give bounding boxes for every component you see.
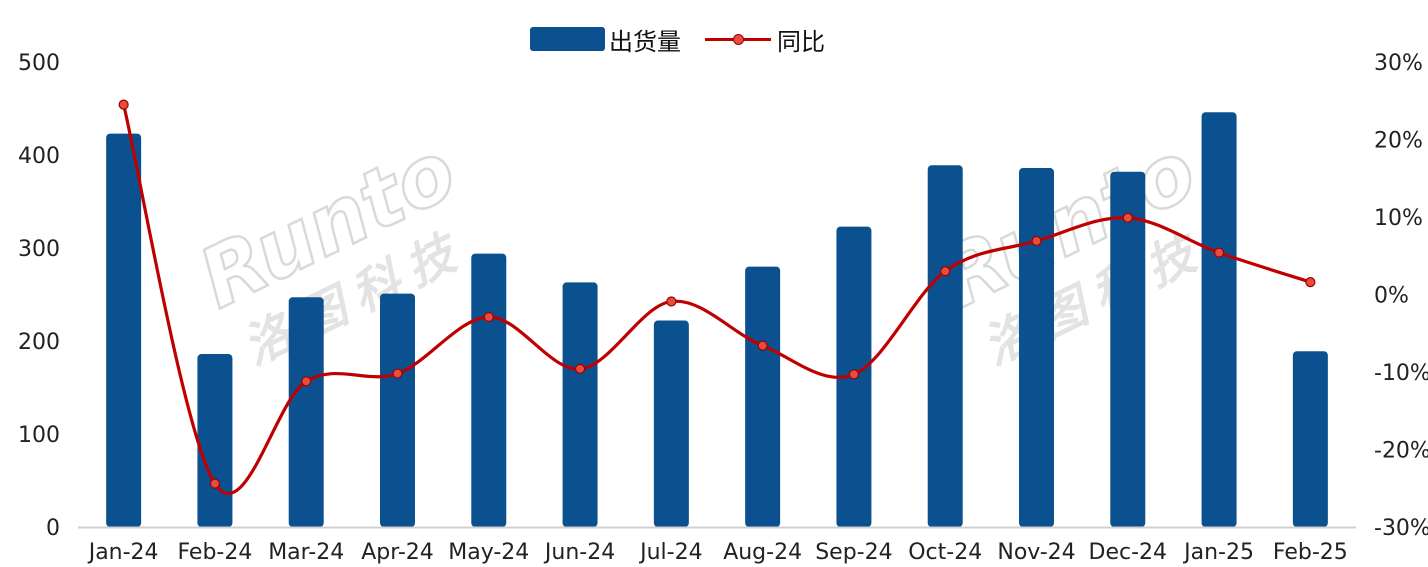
bar (380, 293, 415, 527)
line-point (574, 363, 586, 374)
line-point (392, 368, 403, 379)
bar (927, 165, 963, 528)
x-axis-tick-label: Jul-24 (638, 540, 702, 565)
x-axis-tick-label: Jan-25 (1182, 540, 1254, 565)
left-axis-tick-label: 0 (46, 516, 60, 541)
line-point (1305, 277, 1316, 288)
bar (197, 354, 233, 527)
bar (288, 297, 324, 527)
line-series (118, 99, 1316, 495)
legend-item-line: 同比 (681, 22, 825, 57)
right-axis-tick-label: 0% (1374, 284, 1409, 309)
bar (1201, 112, 1237, 527)
x-axis-tick-label: Dec-24 (1089, 540, 1168, 565)
right-axis-tick-label: -10% (1374, 361, 1428, 386)
x-axis-tick-label: Jan-24 (87, 540, 159, 565)
bar (1292, 351, 1328, 527)
line-point (483, 311, 494, 323)
right-axis-tick-label: -20% (1374, 439, 1428, 464)
x-axis-tick-label: Feb-24 (177, 540, 252, 565)
x-axis-tick-label: Jun-24 (543, 540, 615, 565)
x-axis-tick-label: Apr-24 (361, 540, 434, 565)
line-point (1031, 235, 1042, 247)
left-axis-tick-label: 100 (18, 423, 60, 448)
line-point (209, 478, 221, 489)
left-axis-tick-label: 300 (18, 237, 60, 262)
line-point (666, 296, 677, 307)
right-axis-tick-label: 20% (1374, 129, 1423, 154)
line-point (1213, 247, 1225, 258)
line-point (1122, 212, 1133, 223)
line-point (848, 369, 860, 380)
line-point (301, 376, 312, 387)
legend-swatch-line (705, 27, 771, 51)
legend-item-bar: 出货量 (530, 22, 681, 57)
bar (745, 266, 781, 527)
right-axis-tick-label: -30% (1374, 516, 1428, 541)
x-axis-tick-label: Mar-24 (268, 540, 344, 565)
legend-label-bar: 出货量 (609, 27, 681, 56)
x-axis-tick-label: Aug-24 (723, 540, 802, 565)
legend-swatch-bar (530, 27, 605, 51)
bar (106, 133, 142, 528)
line-point (940, 266, 951, 277)
x-axis-tick-label: Sep-24 (815, 540, 892, 565)
right-axis-tick-label: 10% (1374, 206, 1423, 231)
line-point (757, 340, 768, 351)
left-axis-tick-label: 400 (18, 144, 60, 169)
x-axis-tick-label: Oct-24 (908, 540, 982, 565)
bar (1019, 168, 1054, 527)
tick-labels: 0 100 200 300 400 500 -30% -20% -10% 0% 10% 20% 30% J… (18, 51, 1428, 565)
bar-series (106, 112, 1328, 528)
left-axis-tick-label: 200 (18, 330, 60, 355)
line-point (118, 99, 129, 110)
bar (653, 320, 689, 527)
legend-label-line: 同比 (777, 27, 825, 56)
x-axis-tick-label: May-24 (448, 540, 529, 565)
bar (562, 282, 598, 527)
x-axis-tick-label: Nov-24 (997, 540, 1075, 565)
bar (1110, 171, 1146, 528)
x-axis-tick-label: Feb-25 (1273, 540, 1348, 565)
right-axis-tick-label: 30% (1374, 51, 1423, 76)
left-axis-tick-label: 500 (18, 51, 60, 76)
legend: 出货量 同比 (530, 22, 825, 56)
bar (471, 253, 507, 527)
